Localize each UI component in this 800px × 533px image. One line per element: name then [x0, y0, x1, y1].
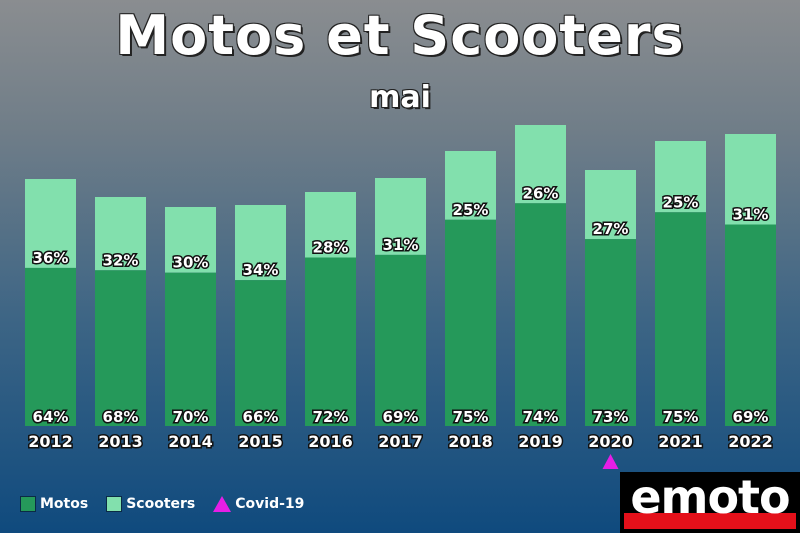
bar-motos-2019: [515, 203, 566, 426]
bar-scooters-2016: [305, 192, 356, 258]
label-scooters-2018: 25%: [453, 201, 489, 219]
year-label-2016: 2016: [308, 432, 353, 451]
legend-label-scooters: Scooters: [126, 496, 196, 512]
label-scooters-2014: 30%: [173, 254, 209, 272]
bar-scooters-2021: [655, 141, 706, 213]
bar-motos-2022: [725, 224, 776, 426]
bar-scooters-2013: [95, 197, 146, 271]
bar-motos-2017: [375, 254, 426, 426]
bar-scooters-2012: [25, 179, 76, 268]
year-label-2019: 2019: [518, 432, 563, 451]
bar-motos-2013: [95, 270, 146, 426]
year-label-2022: 2022: [728, 432, 773, 451]
label-motos-2013: 68%: [103, 408, 139, 426]
label-motos-2021: 75%: [663, 408, 699, 426]
chart-title: Motos et Scooters: [115, 4, 685, 67]
covid-triangle-icon: [213, 496, 232, 512]
bar-scooters-2020: [585, 170, 636, 240]
label-scooters-2013: 32%: [103, 251, 139, 269]
legend-item-covid: Covid-19: [213, 496, 304, 512]
legend-item-scooters: Scooters: [106, 496, 195, 512]
label-motos-2017: 69%: [383, 408, 419, 426]
label-scooters-2019: 26%: [523, 184, 559, 202]
legend: Motos Scooters Covid-19: [20, 496, 322, 512]
label-scooters-2016: 28%: [313, 239, 349, 257]
label-scooters-2017: 31%: [383, 236, 419, 254]
emoto-logo: emoto: [620, 472, 800, 533]
label-scooters-2021: 25%: [663, 193, 699, 211]
label-scooters-2022: 31%: [733, 206, 769, 224]
bar-scooters-2022: [725, 134, 776, 225]
year-label-2014: 2014: [168, 432, 213, 451]
year-label-2021: 2021: [658, 432, 703, 451]
legend-swatch-motos: [20, 496, 36, 512]
year-label-2018: 2018: [448, 432, 493, 451]
bar-motos-2016: [305, 257, 356, 426]
logo-text: emoto: [630, 472, 790, 524]
chart-subtitle: mai: [369, 80, 431, 115]
legend-label-covid: Covid-19: [235, 496, 305, 512]
label-motos-2014: 70%: [173, 408, 209, 426]
label-motos-2018: 75%: [453, 408, 489, 426]
label-motos-2020: 73%: [593, 408, 629, 426]
covid-marker-2020: [602, 454, 619, 469]
label-motos-2022: 69%: [733, 408, 769, 426]
legend-swatch-scooters: [106, 496, 123, 512]
bar-scooters-2018: [445, 151, 496, 220]
logo-red-band: [624, 513, 796, 529]
bar-motos-2018: [445, 219, 496, 426]
bar-scooters-2015: [235, 205, 286, 281]
legend-label-motos: Motos: [40, 496, 89, 512]
bar-scooters-2019: [515, 125, 566, 204]
year-label-2017: 2017: [378, 432, 423, 451]
bar-motos-2015: [235, 280, 286, 426]
label-scooters-2020: 27%: [593, 220, 629, 238]
label-scooters-2012: 36%: [33, 249, 69, 267]
label-motos-2016: 72%: [313, 408, 349, 426]
bar-motos-2014: [165, 272, 216, 426]
bar-motos-2020: [585, 239, 636, 426]
year-label-2015: 2015: [238, 432, 283, 451]
label-motos-2012: 64%: [33, 408, 69, 426]
bar-scooters-2017: [375, 178, 426, 255]
year-label-2013: 2013: [98, 432, 143, 451]
year-label-2020: 2020: [588, 432, 633, 451]
year-label-2012: 2012: [28, 432, 73, 451]
label-motos-2019: 74%: [523, 408, 559, 426]
bar-motos-2021: [655, 212, 706, 426]
legend-item-motos: Motos: [20, 496, 88, 512]
bar-motos-2012: [25, 267, 76, 426]
label-scooters-2015: 34%: [243, 261, 279, 279]
bar-scooters-2014: [165, 207, 216, 273]
label-motos-2015: 66%: [243, 408, 279, 426]
